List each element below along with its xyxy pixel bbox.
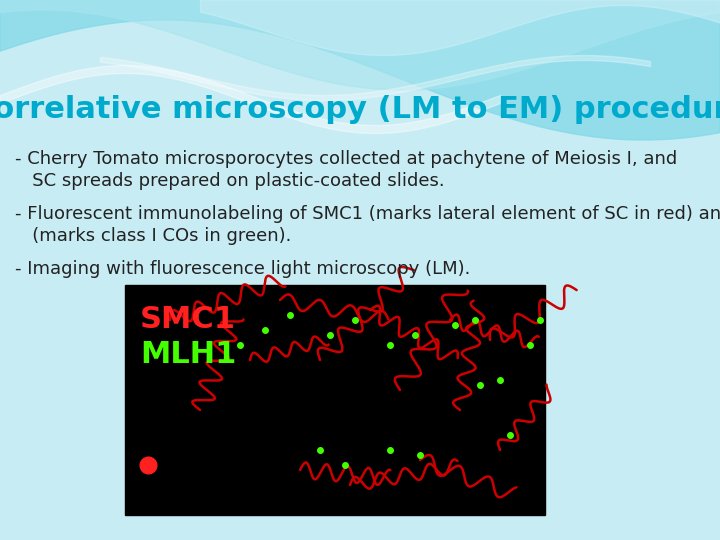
Text: (marks class I COs in green).: (marks class I COs in green).: [15, 227, 292, 245]
Text: Correlative microscopy (LM to EM) procedure: Correlative microscopy (LM to EM) proced…: [0, 96, 720, 125]
Text: - Fluorescent immunolabeling of SMC1 (marks lateral element of SC in red) and ML: - Fluorescent immunolabeling of SMC1 (ma…: [15, 205, 720, 223]
Text: SMC1: SMC1: [140, 305, 236, 334]
Text: MLH1: MLH1: [140, 340, 236, 369]
Text: - Cherry Tomato microsporocytes collected at pachytene of Meiosis I, and: - Cherry Tomato microsporocytes collecte…: [15, 150, 678, 168]
Bar: [125, 285, 545, 515]
Text: SC spreads prepared on plastic-coated slides.: SC spreads prepared on plastic-coated sl…: [15, 172, 445, 190]
Text: - Imaging with fluorescence light microscopy (LM).: - Imaging with fluorescence light micros…: [15, 260, 470, 278]
